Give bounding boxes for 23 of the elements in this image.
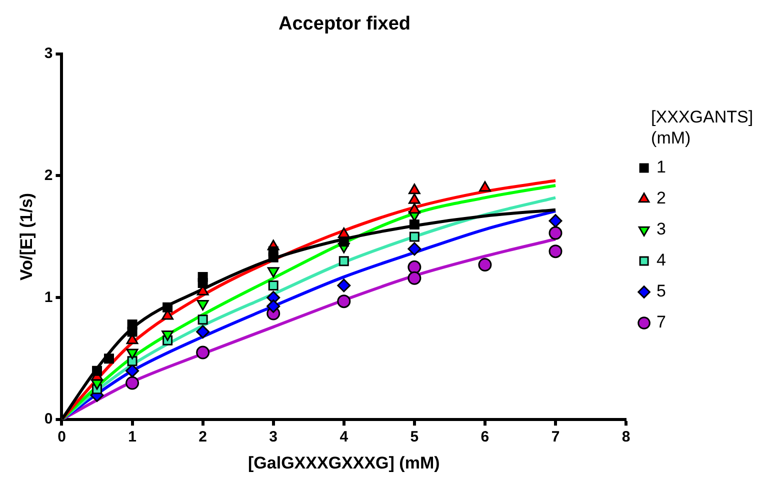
x-tick-label: 7	[551, 428, 560, 446]
legend-label: 4	[656, 250, 666, 270]
legend-label: 1	[656, 158, 666, 177]
legend-label: 5	[656, 282, 666, 301]
x-tick-label: 2	[198, 428, 207, 446]
x-tick-label: 3	[269, 428, 278, 446]
y-tick-label: 3	[44, 44, 53, 62]
legend-label: 7	[656, 312, 666, 332]
y-axis-title: Vo/[E] (1/s)	[16, 192, 36, 280]
x-tick-label: 8	[622, 428, 630, 446]
x-axis-title: [GalGXXXGXXXG] (mM)	[248, 453, 440, 472]
y-tick-label: 1	[44, 288, 53, 306]
chart-title: Acceptor fixed	[278, 14, 410, 35]
x-tick-label: 5	[410, 428, 419, 446]
legend-title: [XXXGANTS] (mM)	[651, 108, 754, 148]
x-tick-label: 1	[128, 428, 136, 446]
y-tick-label: 2	[44, 166, 53, 184]
legend-label: 2	[656, 188, 666, 208]
x-tick-label: 0	[58, 428, 66, 446]
y-tick-label: 0	[44, 410, 53, 428]
legend-label: 3	[656, 220, 666, 239]
x-tick-label: 4	[340, 428, 349, 446]
x-tick-label: 6	[480, 428, 490, 446]
